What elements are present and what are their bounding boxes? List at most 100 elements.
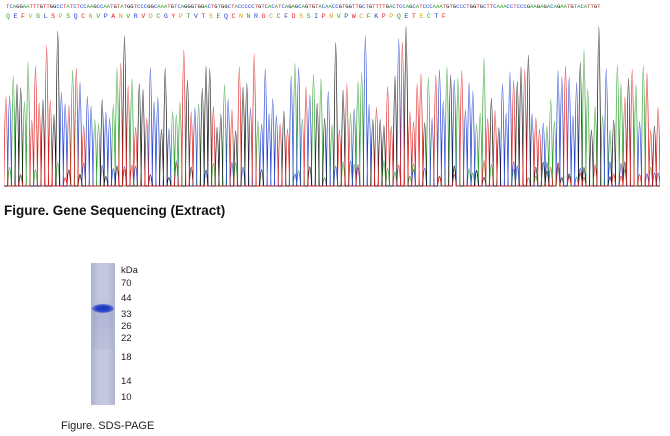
amino-acid-letter: N <box>329 13 337 20</box>
base-letter: G <box>170 3 174 10</box>
base-letter: A <box>553 3 557 10</box>
base-letter: G <box>348 3 353 10</box>
base-letter: G <box>113 3 117 10</box>
amino-acid-letter: Q <box>223 13 232 20</box>
base-letter: G <box>197 3 201 10</box>
base-letter: A <box>234 3 238 10</box>
base-letter: A <box>291 3 295 10</box>
base-letter: A <box>405 3 410 10</box>
base-letter: C <box>251 3 255 10</box>
base-letter: A <box>388 3 393 10</box>
base-letter: C <box>335 3 339 10</box>
base-letter: T <box>110 3 114 10</box>
base-letter: G <box>452 3 457 10</box>
trace-G <box>4 25 660 187</box>
base-letter: G <box>93 3 97 10</box>
amino-acid-letter: P <box>344 13 352 20</box>
base-letter: T <box>352 3 356 10</box>
base-letter: G <box>469 3 473 10</box>
base-letter: G <box>214 3 218 10</box>
sequencing-panel: TCAGGAATTTGTTGGCCTATCTCCAAGCCAATGTATGGTC… <box>4 2 660 192</box>
base-letter: G <box>288 3 292 10</box>
base-letter: C <box>96 3 101 10</box>
base-letter: C <box>392 3 396 10</box>
base-letter: G <box>184 3 188 10</box>
amino-acid-letter: C <box>156 13 164 20</box>
base-letter: G <box>593 3 598 10</box>
base-letter: C <box>483 3 487 10</box>
base-letter: C <box>244 3 248 10</box>
amino-acid-letter: K <box>374 13 382 20</box>
amino-acid-letter: R <box>254 13 262 20</box>
base-letter: G <box>368 3 373 10</box>
base-letter: T <box>210 3 215 10</box>
base-letter: G <box>16 3 20 10</box>
amino-acid-letter: I <box>314 13 322 20</box>
base-letter: T <box>419 3 423 10</box>
base-letter: A <box>530 3 534 10</box>
amino-acid-letter: Q <box>396 13 405 20</box>
base-letter: C <box>459 3 463 10</box>
base-letter: A <box>301 3 305 10</box>
base-letter: A <box>415 3 420 10</box>
base-letter: C <box>100 3 104 10</box>
base-letter: T <box>372 3 376 10</box>
base-letter: A <box>577 3 581 10</box>
base-letter: T <box>133 3 138 10</box>
base-letter: T <box>76 3 80 10</box>
base-letter: T <box>597 3 601 10</box>
amino-acid-letter: F <box>21 13 29 20</box>
chromatogram-trace <box>4 25 660 187</box>
amino-acid-letter: T <box>201 13 209 20</box>
amino-acid-letter: N <box>118 13 127 20</box>
base-letter: A <box>268 3 272 10</box>
base-letter: G <box>221 3 225 10</box>
amino-acid-letter: N <box>238 13 247 20</box>
base-letter: C <box>143 3 148 10</box>
base-letter: A <box>499 3 504 10</box>
base-letter: A <box>560 3 564 10</box>
amino-acid-letter: D <box>291 13 300 20</box>
base-letter: A <box>274 3 279 10</box>
base-letter: G <box>446 3 450 10</box>
amino-acid-letter: G <box>36 13 44 20</box>
amino-acid-letter: P <box>103 13 112 20</box>
sequencing-caption: Figure. Gene Sequencing (Extract) <box>4 203 226 218</box>
base-letter: T <box>69 3 74 10</box>
base-letter: C <box>177 3 181 10</box>
base-letter: A <box>120 3 124 10</box>
base-letter: T <box>36 3 40 10</box>
base-letter: C <box>550 3 554 10</box>
amino-acid-sequence: QEFVGLSPSQCNVPANVRVDCGYPTVTSEQCNNRGCCFDS… <box>6 12 660 21</box>
base-letter: T <box>365 3 369 10</box>
base-letter: C <box>456 3 460 10</box>
base-letter: T <box>6 3 10 10</box>
amino-acid-letter: C <box>231 13 239 20</box>
base-letter: C <box>399 3 403 10</box>
amino-acid-letter: F <box>441 13 450 20</box>
base-letter: A <box>157 3 161 10</box>
amino-acid-letter: G <box>163 13 172 20</box>
base-letter: T <box>476 3 480 10</box>
amino-acid-letter: V <box>126 13 134 20</box>
base-letter: A <box>12 3 17 10</box>
base-letter: A <box>160 3 164 10</box>
amino-acid-letter: S <box>299 13 307 20</box>
base-letter: T <box>375 3 379 10</box>
base-letter: C <box>137 3 141 10</box>
protein-band <box>92 304 114 313</box>
base-letter: T <box>315 3 319 10</box>
amino-acid-letter: C <box>276 13 285 20</box>
amino-acid-letter: E <box>216 13 224 20</box>
amino-acid-letter: P <box>381 13 390 20</box>
base-letter: C <box>493 3 497 10</box>
base-letter: T <box>308 3 312 10</box>
base-letter: A <box>89 3 94 10</box>
base-letter: A <box>540 3 544 10</box>
base-letter: C <box>237 3 242 10</box>
amino-acid-letter: Q <box>6 13 14 20</box>
base-letter: G <box>150 3 154 10</box>
base-letter: G <box>19 3 23 10</box>
base-letter: A <box>180 3 185 10</box>
base-letter: C <box>422 3 426 10</box>
